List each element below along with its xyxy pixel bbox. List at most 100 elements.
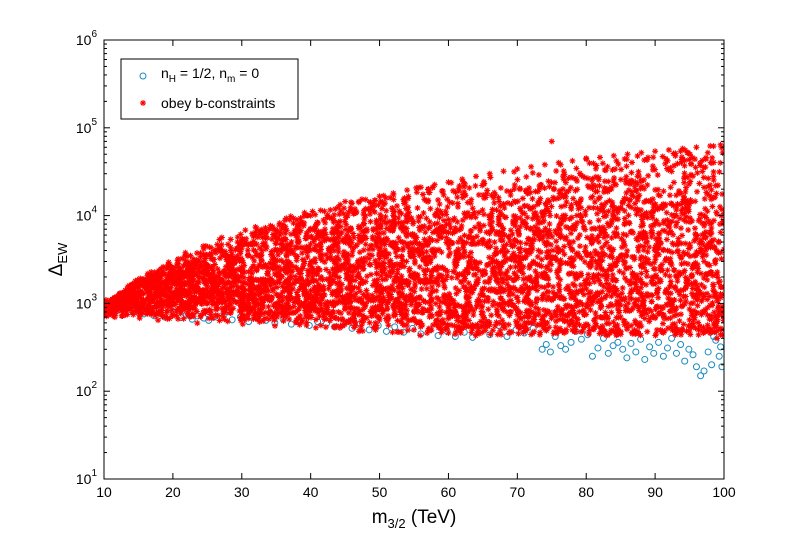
data-point-star: [153, 303, 160, 310]
data-point-circle: [718, 363, 724, 371]
data-point-star: [469, 289, 476, 296]
data-point-star: [695, 319, 702, 326]
data-point-star: [153, 282, 160, 289]
data-point-star: [652, 186, 659, 193]
data-point-star: [479, 329, 486, 336]
data-point-star: [301, 258, 308, 265]
data-point-star: [662, 257, 669, 264]
data-point-star: [445, 252, 452, 259]
data-point-star: [667, 228, 674, 235]
data-point-star: [474, 330, 481, 337]
data-point-star: [569, 225, 576, 232]
data-point-star: [414, 204, 421, 211]
data-point-star: [557, 311, 564, 318]
data-point-star: [519, 195, 526, 202]
data-point-star: [682, 240, 689, 247]
data-point-star: [562, 302, 569, 309]
data-point-star: [671, 321, 678, 328]
data-point-circle: [672, 349, 680, 357]
data-point-circle: [641, 355, 649, 363]
data-point-star: [585, 271, 592, 278]
data-point-star: [367, 261, 374, 268]
data-point-star: [273, 272, 280, 279]
data-point-star: [454, 194, 461, 201]
data-point-star: [331, 324, 338, 331]
data-point-star: [329, 289, 336, 296]
data-point-circle: [365, 326, 373, 334]
data-point-star: [508, 329, 515, 336]
data-point-star: [585, 331, 592, 338]
data-point-star: [637, 255, 644, 262]
data-point-star: [650, 281, 657, 288]
data-point-star: [337, 287, 344, 294]
data-point-star: [628, 287, 635, 294]
data-point-star: [648, 298, 655, 305]
data-point-star: [698, 238, 705, 245]
data-point-star: [540, 232, 547, 239]
data-point-star: [373, 270, 380, 277]
data-point-star: [616, 268, 623, 275]
data-point-star: [629, 271, 636, 278]
data-point-star: [677, 225, 684, 232]
data-point-star: [545, 178, 552, 185]
data-point-star: [262, 287, 269, 294]
data-point-star: [531, 284, 538, 291]
data-point-star: [362, 302, 369, 309]
data-point-circle: [434, 332, 442, 340]
data-point-star: [318, 273, 325, 280]
data-point-star: [618, 166, 625, 173]
data-point-star: [611, 229, 618, 236]
data-point-star: [694, 269, 701, 276]
data-point-star: [352, 243, 359, 250]
data-point-star: [698, 281, 705, 288]
data-point-star: [373, 279, 380, 286]
data-point-star: [700, 250, 707, 257]
data-point-star: [563, 326, 570, 333]
data-point-star: [250, 315, 257, 322]
data-point-star: [402, 311, 409, 318]
data-point-star: [558, 203, 565, 210]
data-point-star: [495, 194, 502, 201]
data-point-star: [468, 329, 475, 336]
data-point-star: [707, 268, 714, 275]
data-point-star: [457, 279, 464, 286]
data-point-star: [658, 203, 665, 210]
data-point-star: [518, 266, 525, 273]
data-point-circle: [557, 342, 565, 350]
data-point-star: [548, 261, 555, 268]
data-point-star: [578, 288, 585, 295]
data-point-star: [532, 311, 539, 318]
data-point-star: [430, 267, 437, 274]
data-point-star: [604, 313, 611, 320]
data-point-star: [494, 331, 501, 338]
data-point-star: [300, 301, 307, 308]
data-point-star: [592, 310, 599, 317]
data-point-star: [710, 281, 717, 288]
data-point-star: [569, 281, 576, 288]
data-point-star: [598, 295, 605, 302]
data-point-star: [383, 235, 390, 242]
data-point-circle: [708, 361, 716, 369]
data-point-star: [652, 272, 659, 279]
data-point-star: [466, 184, 473, 191]
data-point-star: [345, 260, 352, 267]
data-point-star: [391, 309, 398, 316]
data-point-star: [577, 282, 584, 289]
data-point-star: [668, 211, 675, 218]
data-point-circle: [562, 345, 570, 353]
data-point-star: [436, 303, 443, 310]
data-point-star: [388, 286, 395, 293]
data-point-star: [529, 195, 536, 202]
data-point-star: [383, 225, 390, 232]
data-point-star: [485, 306, 492, 313]
data-point-star: [293, 289, 300, 296]
data-point-star: [706, 293, 713, 300]
data-point-star: [717, 325, 724, 332]
data-point-star: [489, 265, 496, 272]
data-point-star: [666, 308, 673, 315]
data-point-star: [379, 198, 386, 205]
data-point-star: [515, 330, 522, 337]
data-point-star: [559, 247, 566, 254]
data-point-star: [690, 299, 697, 306]
